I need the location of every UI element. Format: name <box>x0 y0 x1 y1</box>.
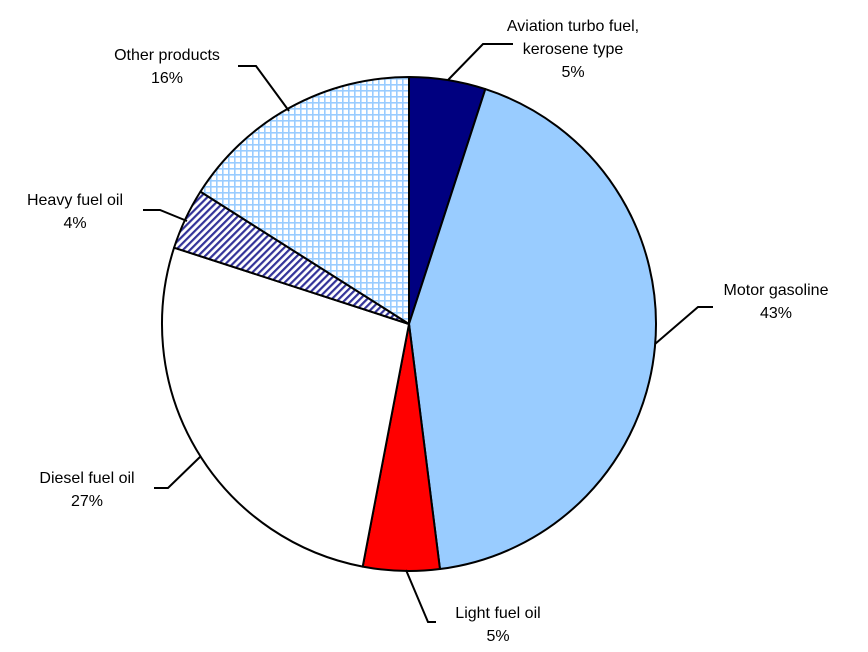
slice-label-aviation-turbo-fuel-kerosene-type: Aviation turbo fuel, <box>507 18 639 35</box>
pie-slice-diesel-fuel-oil <box>161 246 410 568</box>
leader-line-other-products <box>238 65 290 112</box>
slice-label-other-products: Other products <box>114 47 220 64</box>
leader-line-diesel-fuel-oil <box>154 455 202 489</box>
leader-lines <box>143 43 713 623</box>
slice-label-diesel-fuel-oil: Diesel fuel oil <box>39 470 134 487</box>
pie-slice-motor-gasoline <box>408 88 657 571</box>
leader-line-heavy-fuel-oil <box>143 209 188 222</box>
slice-label-light-fuel-oil: Light fuel oil <box>455 605 540 622</box>
slice-label-motor-gasoline: Motor gasoline <box>724 282 829 299</box>
slice-value-label-motor-gasoline: 43% <box>760 305 792 322</box>
slice-label-aviation-turbo-fuel-kerosene-type: kerosene type <box>523 41 624 58</box>
leader-line-aviation-turbo-fuel-kerosene-type <box>447 43 513 81</box>
slice-label-heavy-fuel-oil: Heavy fuel oil <box>27 192 123 209</box>
slice-labels: Aviation turbo fuel, kerosene type 5% Motor… <box>27 18 829 645</box>
slice-value-label-diesel-fuel-oil: 27% <box>71 493 103 510</box>
pie-slice-other-products <box>199 76 410 325</box>
leader-line-motor-gasoline <box>654 306 713 345</box>
slice-value-label-light-fuel-oil: 5% <box>486 628 509 645</box>
leader-line-light-fuel-oil <box>405 569 436 623</box>
pie-slices <box>161 76 657 572</box>
slice-value-label-other-products: 16% <box>151 70 183 87</box>
slice-value-label-heavy-fuel-oil: 4% <box>63 215 86 232</box>
slice-value-label-aviation-turbo-fuel-kerosene-type: 5% <box>561 64 584 81</box>
